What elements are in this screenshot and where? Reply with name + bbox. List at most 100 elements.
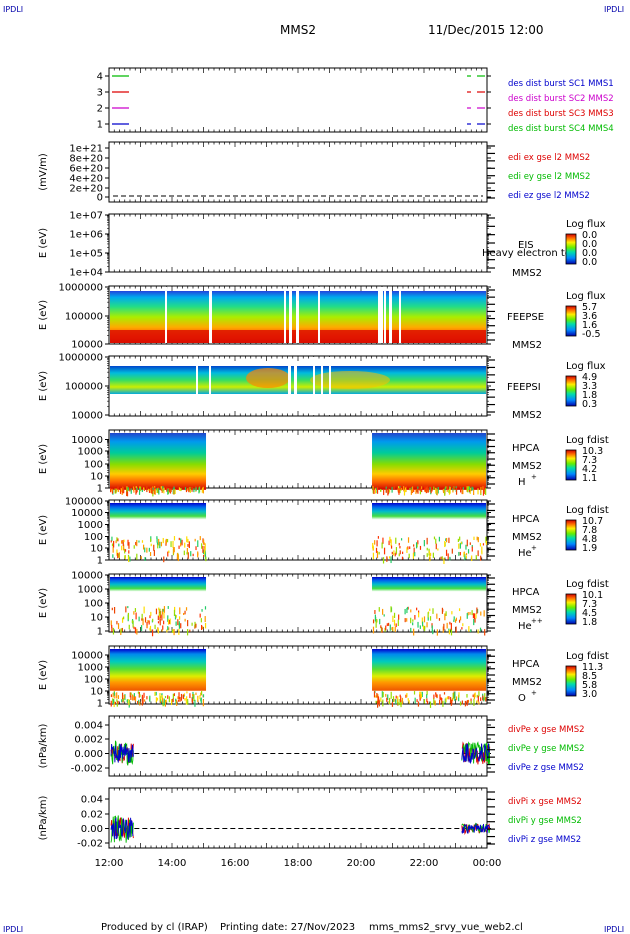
colorbar-value: 4.8 [582,534,597,545]
spectrogram-speck [158,488,160,495]
spectrogram-speck [121,692,124,700]
spectrogram-speck [473,489,475,495]
spectrogram-speck [172,698,174,703]
spectrogram-speck [451,611,453,615]
spectrogram-speck [418,610,420,614]
spectrogram-speck [187,538,189,543]
spectrogram-speck [436,694,438,699]
spectrogram-speck [399,487,401,494]
y-tick-label: 1 [97,120,103,131]
spectrogram-speck [421,691,423,698]
colorbar-value: 7.8 [582,525,597,536]
y-tick-label: 2e+20 [69,184,103,195]
spectrogram-speck [426,547,428,551]
colorbar-value: 0.0 [582,257,597,268]
y-tick-label: 100000 [65,497,103,508]
spectrogram-speck [162,537,164,544]
spectrogram-speck [187,488,189,491]
spectrogram-speck [405,486,407,489]
spectrogram-speck [453,487,455,490]
spectrogram-speck [375,616,377,621]
spectrogram-speck [465,555,467,559]
spectrogram-speck [458,551,460,556]
spectrogram-speck [470,701,472,705]
spectrogram-speck [117,486,119,489]
spectrogram-speck [416,488,418,493]
spectrogram-speck [116,692,118,699]
spectrogram-speck [204,606,207,610]
spectrogram-speck [159,692,161,700]
spectrogram-speck [385,693,387,697]
spectrogram-speck [465,544,467,550]
spacecraft-label: MMS2 [512,677,542,688]
y-tick-label: 6e+20 [69,164,103,175]
spectrogram-speck [180,542,182,547]
spectrogram-speck [387,488,389,495]
spectrogram-speck [378,607,380,612]
spectrogram-speck [380,625,382,629]
spectrogram-speck [376,619,378,623]
spectrogram-speck [390,545,393,549]
spectrogram-speck [414,552,416,557]
colorbar-value: 1.1 [582,473,597,484]
spectrogram-block [110,577,207,606]
spectrogram-speck [116,699,118,702]
spectrogram-speck [187,552,189,559]
spectrogram-speck [478,701,480,705]
spectrogram-speck [169,618,171,625]
spectrogram-speck [452,489,454,493]
spectrogram-speck [183,550,185,556]
spectrogram-speck [180,487,182,492]
spectrogram-speck [467,612,469,616]
spectrogram-speck [375,700,377,704]
spectrogram-speck [194,538,196,542]
spectrogram-speck [133,626,135,630]
spectrogram-speck [458,619,461,623]
x-tick-label: 22:00 [410,858,439,869]
spectrogram-speck [117,552,119,559]
spectrogram-speck [398,542,400,546]
spectrogram-speck [480,697,482,702]
spectrogram-speck [180,623,182,629]
y-axis-label: E (eV) [38,515,49,545]
spectrogram-speck [376,693,378,698]
spectrogram-speck [480,486,482,490]
spectrogram-speck [111,536,113,541]
spectrogram-speck [110,694,113,698]
spectrogram-speck [179,697,181,702]
colorbar-value: 4.9 [582,372,597,383]
spectrogram-speck [115,488,117,494]
spectrogram-speck [414,615,416,620]
spectrogram-speck [468,626,470,632]
spectrogram-block [372,577,486,606]
spectrogram-speck [449,487,451,494]
spectrogram-speck [162,486,164,492]
colorbar-value: 3.0 [582,689,597,700]
spectrogram-speck [378,551,380,555]
spectrogram-speck [382,557,385,564]
colorbar-value: 3.6 [582,311,597,322]
y-tick-label: 100 [84,675,103,686]
spectrogram-speck [388,540,390,546]
spectrogram-speck [467,486,469,491]
spectrogram-fill [110,366,486,394]
spectrogram-speck [130,692,132,696]
spectrogram-speck [372,619,375,624]
spectrogram-speck [397,701,399,706]
y-axis-label: E (eV) [38,588,49,618]
spectrogram-speck [141,540,144,543]
colorbar-value: 0.0 [582,239,597,250]
spectrogram-speck [484,629,486,636]
spectrogram-speck [177,619,179,626]
colorbar [565,233,577,265]
spectrogram-speck [449,556,451,561]
spectrogram-speck [450,628,453,636]
spectrogram-speck [157,621,160,624]
data-gap [284,287,286,343]
spectrogram-speck [450,696,452,704]
spectrogram-speck [124,694,126,701]
y-tick-label: 1e+07 [69,211,103,222]
spectrogram-speck [485,540,488,545]
y-tick-label: 100 [84,460,103,471]
spectrogram-speck [138,540,140,543]
